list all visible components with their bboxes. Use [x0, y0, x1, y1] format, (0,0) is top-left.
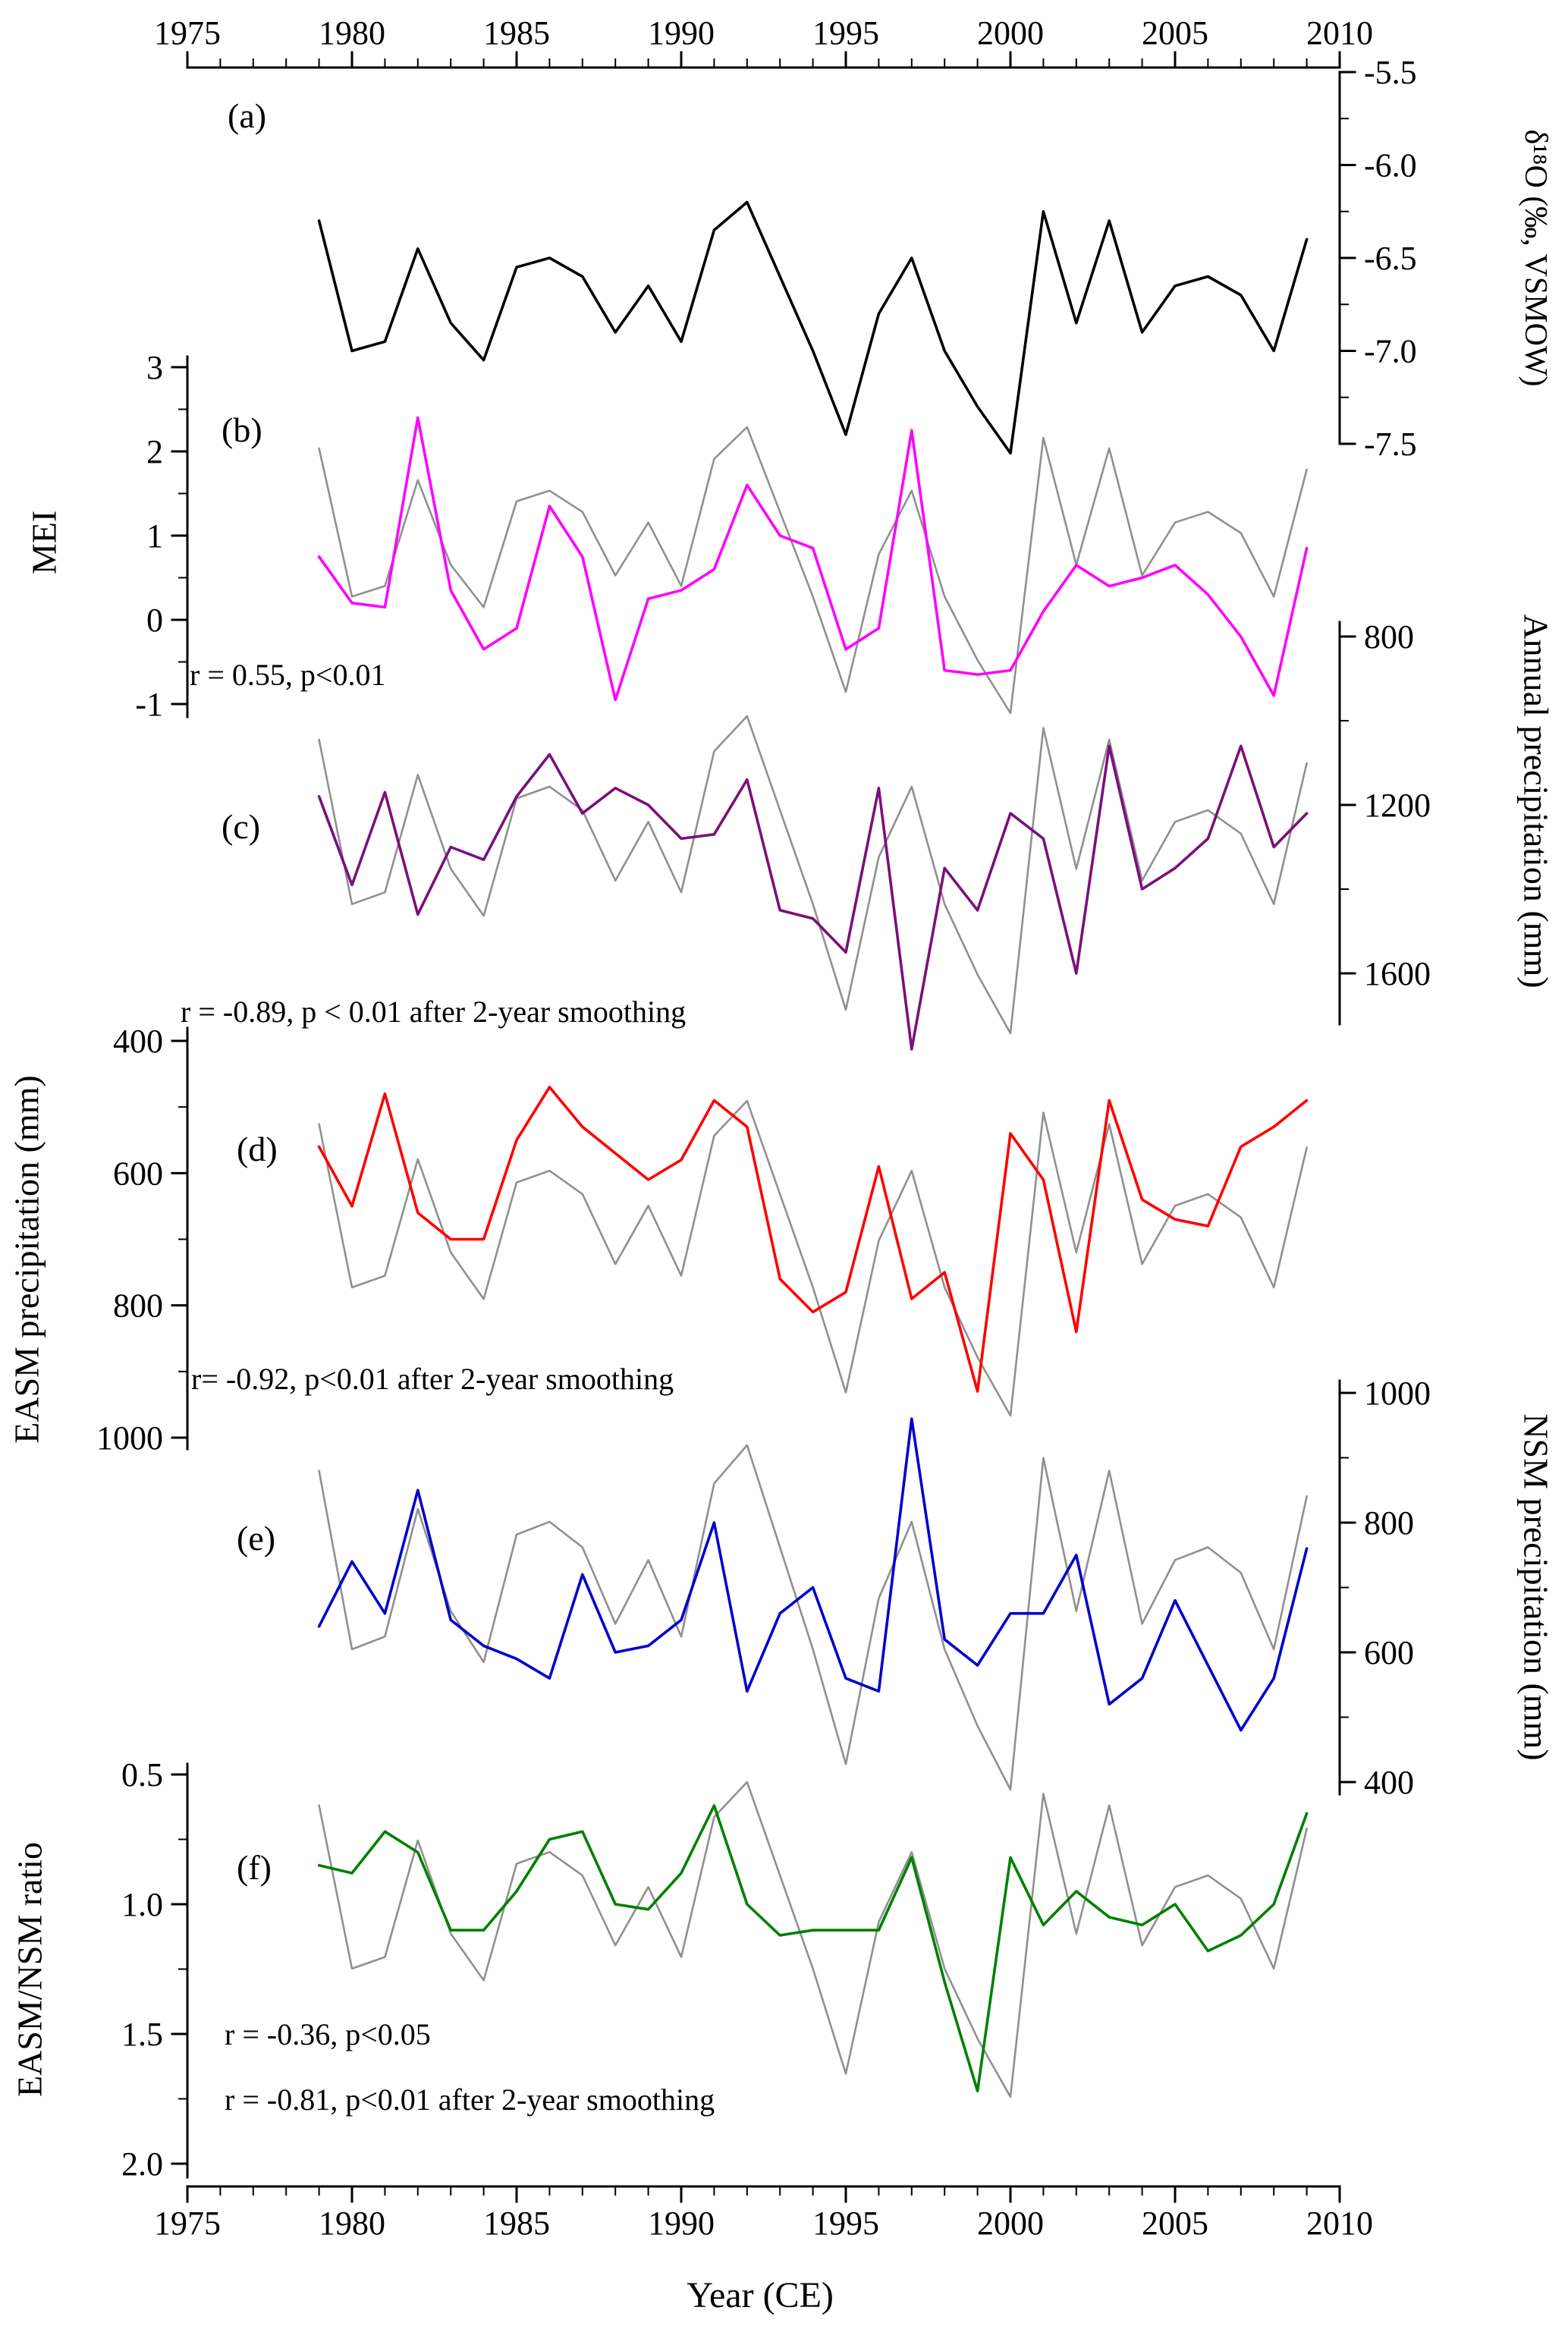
- svg-text:1990: 1990: [648, 14, 715, 52]
- svg-text:800: 800: [1364, 618, 1414, 655]
- svg-text:1975: 1975: [154, 14, 221, 52]
- y-axis-title-d18o: δ¹⁸O (‰, VSMOW): [1518, 129, 1554, 387]
- svg-text:1600: 1600: [1364, 955, 1431, 992]
- panel-b-correlation-note: r = 0.55, p<0.01: [190, 658, 386, 692]
- y-axis-title-mei: MEI: [24, 510, 64, 575]
- x-axis-title-year: Year (CE): [687, 2275, 834, 2315]
- panel-b-letter: (b): [222, 410, 262, 449]
- svg-text:1.0: 1.0: [121, 1886, 163, 1923]
- svg-text:2005: 2005: [1142, 2205, 1208, 2242]
- svg-text:1980: 1980: [319, 14, 385, 52]
- svg-text:2010: 2010: [1306, 2205, 1373, 2242]
- panel-f-correlation-note-1: r = -0.36, p<0.05: [225, 2017, 431, 2051]
- svg-text:1995: 1995: [812, 2205, 879, 2242]
- panel-c-letter: (c): [222, 807, 261, 846]
- svg-text:1990: 1990: [648, 2205, 715, 2242]
- svg-text:600: 600: [113, 1155, 163, 1192]
- svg-text:2000: 2000: [977, 2205, 1044, 2242]
- svg-text:800: 800: [113, 1287, 163, 1325]
- svg-text:-5.5: -5.5: [1364, 54, 1417, 91]
- svg-text:1975: 1975: [154, 2205, 221, 2242]
- svg-text:1000: 1000: [1364, 1375, 1431, 1412]
- svg-text:1980: 1980: [319, 2205, 385, 2242]
- panel-f-correlation-note-2: r = -0.81, p<0.01 after 2-year smoothing: [225, 2083, 715, 2117]
- svg-text:3: 3: [146, 349, 163, 386]
- svg-text:2010: 2010: [1306, 14, 1373, 52]
- panel-d-correlation-note: r= -0.92, p<0.01 after 2-year smoothing: [191, 1362, 674, 1396]
- svg-text:1: 1: [146, 517, 163, 555]
- y-axis-title-nsm-precip: NSM precipitation (mm): [1516, 1413, 1556, 1761]
- svg-text:2: 2: [146, 433, 163, 470]
- svg-text:1.5: 1.5: [121, 2016, 163, 2053]
- svg-text:-6.5: -6.5: [1364, 240, 1417, 277]
- svg-text:-7.0: -7.0: [1364, 333, 1417, 370]
- svg-text:600: 600: [1364, 1634, 1414, 1671]
- svg-text:1000: 1000: [96, 1419, 163, 1457]
- svg-text:2.0: 2.0: [121, 2145, 163, 2183]
- svg-text:400: 400: [1364, 1764, 1414, 1801]
- panel-d-letter: (d): [237, 1130, 278, 1168]
- svg-text:-1: -1: [135, 686, 163, 723]
- svg-text:1985: 1985: [483, 14, 550, 52]
- svg-text:1995: 1995: [812, 14, 879, 52]
- svg-text:1200: 1200: [1364, 787, 1431, 824]
- y-axis-title-annual-precip: Annual precipitation (mm): [1516, 614, 1556, 989]
- svg-text:2005: 2005: [1142, 14, 1208, 52]
- panel-a-letter: (a): [228, 96, 267, 135]
- svg-text:0.5: 0.5: [121, 1756, 163, 1793]
- svg-text:2000: 2000: [977, 14, 1044, 52]
- panel-f-letter: (f): [237, 1848, 272, 1887]
- svg-text:-6.0: -6.0: [1364, 147, 1417, 184]
- svg-text:800: 800: [1364, 1504, 1414, 1542]
- svg-text:400: 400: [113, 1023, 163, 1060]
- svg-text:-7.5: -7.5: [1364, 426, 1417, 463]
- panel-e-letter: (e): [237, 1519, 276, 1558]
- panel-c-correlation-note: r = -0.89, p < 0.01 after 2-year smoothi…: [181, 995, 687, 1029]
- svg-text:1985: 1985: [483, 2205, 550, 2242]
- y-axis-title-easm-nsm-ratio: EASM/NSM ratio: [10, 1841, 49, 2098]
- y-axis-title-easm-precip: EASM precipitation (mm): [7, 1075, 46, 1444]
- svg-text:0: 0: [146, 602, 163, 639]
